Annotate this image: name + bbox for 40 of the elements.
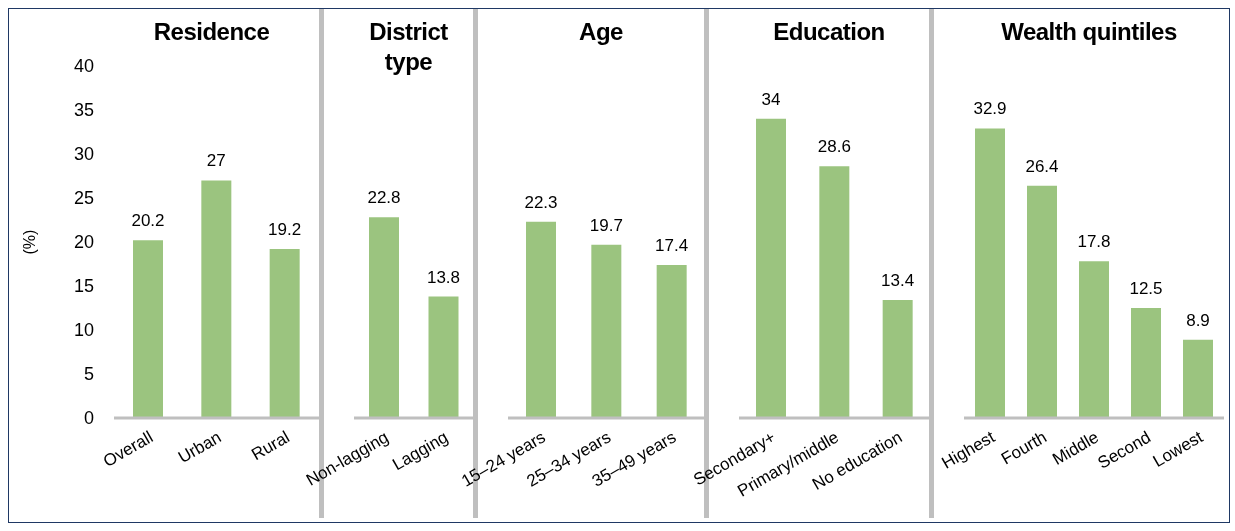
bar	[201, 180, 232, 418]
data-label: 32.9	[973, 99, 1007, 119]
data-label: 17.4	[655, 235, 689, 255]
bar	[1027, 185, 1057, 418]
y-axis-title: (%)	[20, 229, 38, 255]
data-label: 26.4	[1025, 156, 1059, 176]
chart-title: Wealth quintiles	[1000, 17, 1178, 47]
data-label: 19.7	[589, 215, 623, 235]
data-label: 20.2	[131, 211, 165, 231]
data-label: 27	[206, 151, 226, 171]
y-tick-label: 15	[73, 276, 94, 297]
chart-title: Residence	[152, 17, 271, 47]
data-label: 13.4	[881, 271, 915, 291]
data-label: 34	[761, 89, 781, 109]
x-tick-label: Urban	[174, 427, 225, 468]
data-label: 22.3	[524, 192, 558, 212]
y-tick-label: 40	[73, 56, 94, 77]
chart-title: District type	[368, 17, 449, 77]
y-tick-label: 25	[73, 188, 94, 209]
chart-title: Education	[772, 17, 886, 47]
bar	[269, 249, 300, 418]
y-tick-label: 0	[83, 408, 94, 429]
bar	[1183, 339, 1213, 418]
data-label: 17.8	[1077, 232, 1111, 252]
y-tick-label: 30	[73, 144, 94, 165]
y-tick-label: 35	[73, 100, 94, 121]
bar	[133, 240, 163, 418]
data-label: 13.8	[426, 267, 461, 287]
y-tick-label: 20	[73, 232, 94, 253]
y-tick-label: 5	[83, 364, 94, 385]
data-label: 28.6	[817, 137, 851, 157]
data-label: 22.8	[367, 188, 401, 208]
data-label: 12.5	[1129, 279, 1163, 298]
chart-title: Age	[578, 17, 624, 47]
bar	[975, 128, 1005, 418]
bar	[1131, 308, 1161, 418]
data-label: 19.2	[268, 220, 302, 240]
data-label: 8.9	[1186, 310, 1210, 330]
y-tick-label: 10	[73, 320, 94, 341]
bar	[1079, 261, 1109, 418]
